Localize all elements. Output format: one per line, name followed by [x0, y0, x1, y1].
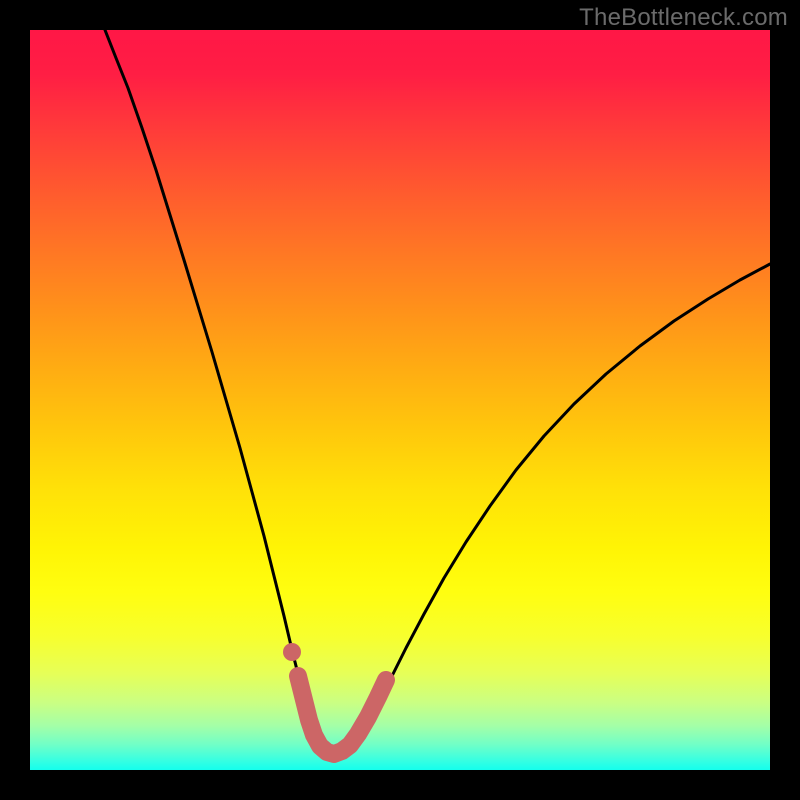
- figure-root: TheBottleneck.com: [0, 0, 800, 800]
- bottleneck-chart: [30, 30, 770, 770]
- highlight-dot: [283, 643, 301, 661]
- watermark-text: TheBottleneck.com: [579, 4, 788, 32]
- chart-area: [30, 30, 770, 770]
